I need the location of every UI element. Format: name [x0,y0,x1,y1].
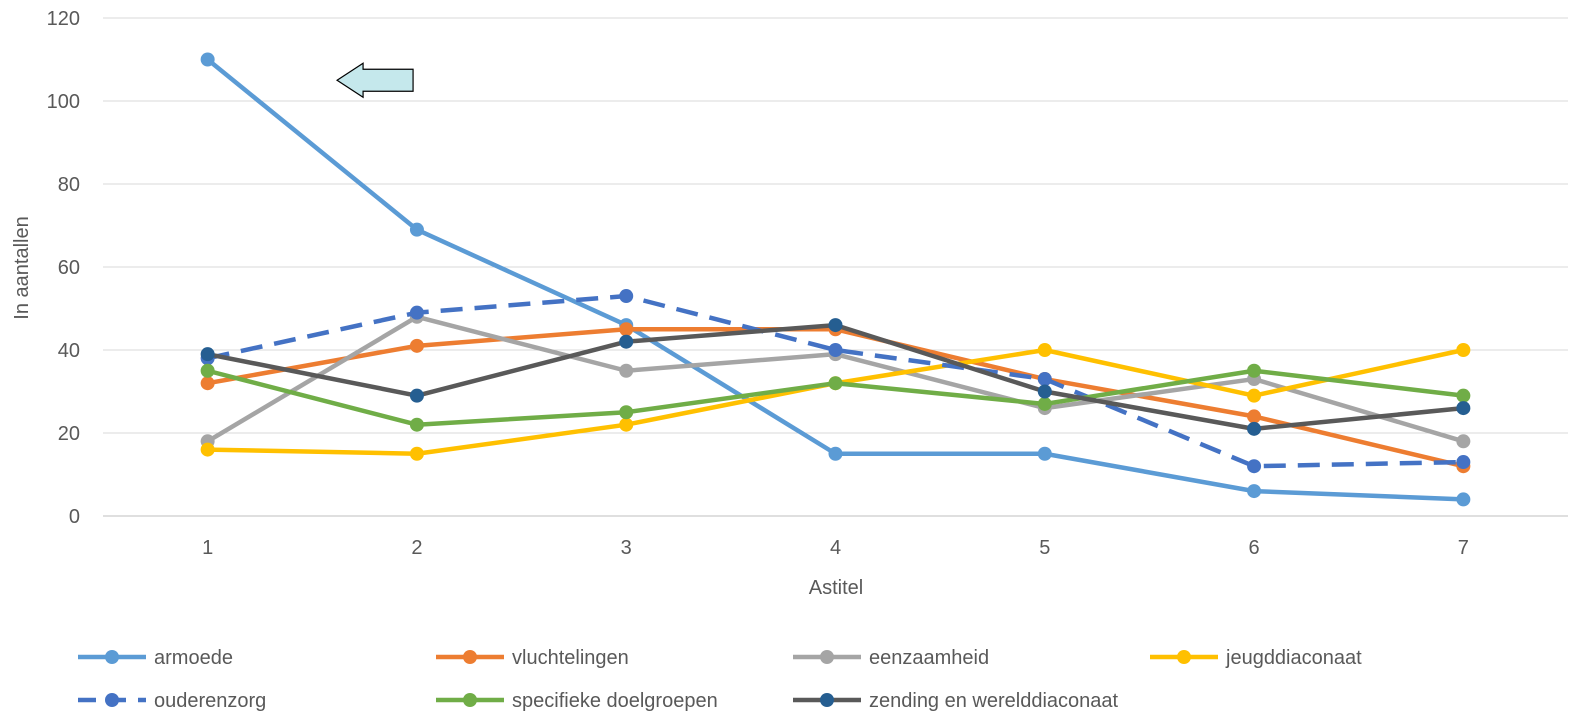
data-point [200,376,215,391]
legend-item: jeugddiaconaat [1150,647,1362,669]
data-point [1456,388,1471,403]
series-line [205,347,1466,456]
gridlines [103,17,1568,517]
left-arrow-icon [335,62,414,99]
series-specifieke-doelgroepen [200,363,1471,432]
y-tick-label: 0 [69,506,80,528]
data-point [1456,343,1471,357]
data-point [1456,492,1471,507]
data-point [828,376,843,391]
legend-label: eenzaamheid [869,647,989,669]
data-point [1456,401,1471,416]
x-tick-label: 5 [1039,537,1050,559]
data-point [619,417,634,432]
legend: armoede vluchtelingen eenzaamheid jeugddiac… [78,647,1362,712]
legend-label: jeugddiaconaat [1225,647,1362,669]
data-point [1037,384,1052,399]
y-tick-label: 120 [47,8,80,30]
data-point [1247,409,1262,424]
legend-label: zending en werelddiaconaat [869,690,1119,712]
annotations [335,62,414,99]
legend-item: eenzaamheid [793,647,989,669]
data-point [619,334,634,349]
y-tick-label: 60 [58,257,80,279]
legend-label: armoede [154,647,233,669]
data-point [409,417,424,432]
legend-label: ouderenzorg [154,690,266,712]
data-point [619,322,634,337]
legend-item: vluchtelingen [436,647,629,669]
legend-marker [463,650,477,664]
x-tick-label: 3 [621,537,632,559]
legend-item: ouderenzorg [78,690,266,712]
y-axis-title: In aantallen [11,216,33,319]
y-tick-label: 20 [58,423,80,445]
legend-label: specifieke doelgroepen [512,690,718,712]
legend-label: vluchtelingen [512,647,629,669]
data-point [828,318,843,333]
data-point [619,363,634,378]
legend-marker [463,693,477,707]
legend-item: specifieke doelgroepen [436,690,718,712]
data-point [409,338,424,353]
data-point [1456,434,1471,449]
series-ouderenzorg [200,289,1471,474]
data-point [619,289,634,304]
data-point [1247,484,1262,499]
data-point [1037,396,1052,411]
data-point [1247,363,1262,378]
x-tick-label: 4 [830,537,841,559]
data-point [1037,372,1052,387]
data-point [409,305,424,320]
x-axis-ticks: 1 2 3 4 5 6 7 [202,537,1469,559]
data-point [200,442,215,457]
y-tick-label: 100 [47,91,80,113]
data-point [1037,446,1052,461]
y-axis-ticks: 0 20 40 60 80 100 120 [47,8,80,528]
x-tick-label: 7 [1458,537,1469,559]
series-armoede [200,52,1471,507]
x-axis-title: Astitel [809,577,863,599]
y-tick-label: 40 [58,340,80,362]
legend-marker [820,650,834,664]
y-tick-label: 80 [58,174,80,196]
data-point [1247,388,1262,403]
legend-marker [1177,650,1191,664]
data-point [1247,421,1262,436]
data-point [409,222,424,237]
data-point [409,446,424,461]
legend-item: zending en werelddiaconaat [793,690,1119,712]
data-point [200,363,215,378]
data-point [200,52,215,67]
series-lines [200,52,1471,507]
legend-marker [105,693,119,707]
x-tick-label: 6 [1249,537,1260,559]
data-point [619,405,634,420]
data-point [828,343,843,357]
data-point [828,446,843,461]
series-zending-en-werelddiaconaat [200,318,1471,436]
legend-item: armoede [78,647,233,669]
data-point [1247,459,1262,474]
data-point [1456,455,1471,470]
data-point [1037,343,1052,357]
legend-marker [820,693,834,707]
data-point [409,388,424,403]
data-point [200,347,215,362]
legend-marker [105,650,119,664]
x-tick-label: 1 [202,537,213,559]
x-tick-label: 2 [411,537,422,559]
